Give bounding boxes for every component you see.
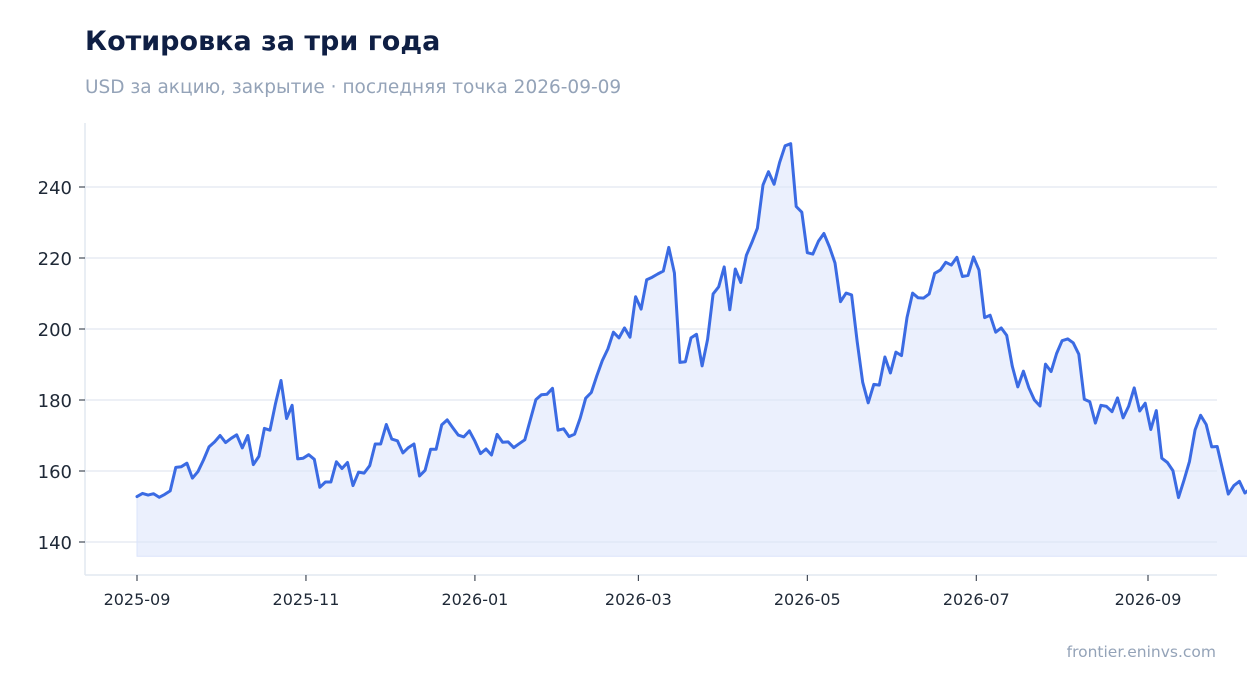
y-tick-label-220: 220 [38, 249, 72, 270]
x-tick-label-2025-11: 2025-11 [273, 590, 340, 609]
x-tick-label-2026-07: 2026-07 [943, 590, 1010, 609]
y-tick-label-160: 160 [38, 462, 72, 483]
x-tick-label-2026-05: 2026-05 [774, 590, 841, 609]
price-line [135, 142, 1247, 500]
chart-subtitle: USD за акцию, закрытие · последняя точка… [85, 77, 622, 98]
source-credit: frontier.eninvs.com [1066, 643, 1216, 661]
x-axis-ticks: 2025-09 2025-11 2026-01 2026-03 2026-05 2026-… [104, 575, 1182, 609]
area-fill [136, 143, 1247, 557]
x-tick-label-2026-09: 2026-09 [1115, 590, 1182, 609]
x-tick-label-2026-01: 2026-01 [441, 590, 508, 609]
y-tick-label-240: 240 [38, 178, 72, 199]
y-axis-ticks: 140 160 180 200 220 240 [38, 178, 85, 554]
x-tick-label-2025-09: 2025-09 [104, 590, 171, 609]
axes [84, 123, 1217, 576]
y-tick-label-140: 140 [38, 533, 72, 554]
y-tick-label-180: 180 [38, 391, 72, 412]
price-area [135, 142, 1247, 557]
chart-title: Котировка за три года [85, 26, 441, 57]
y-tick-label-200: 200 [38, 320, 72, 341]
x-tick-label-2026-03: 2026-03 [605, 590, 672, 609]
